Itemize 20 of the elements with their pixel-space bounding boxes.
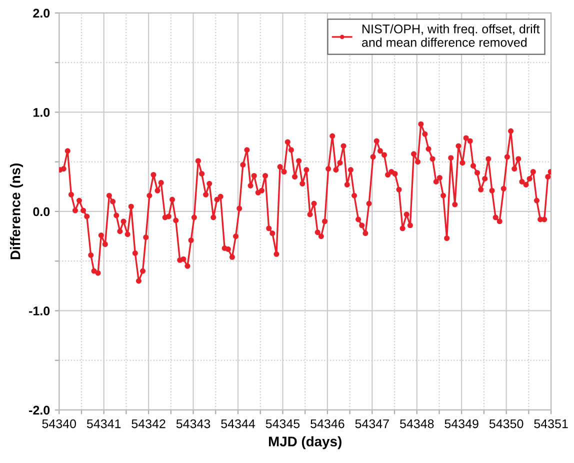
x-tick-label: 54343 (176, 419, 210, 428)
x-tick-label: 54350 (489, 419, 524, 428)
x-tick-label: 54344 (221, 419, 256, 428)
y-tick-label: 1.0 (34, 108, 50, 117)
x-tick-label: 54340 (42, 419, 76, 428)
legend-label: NIST/OPH, with freq. offset, drift and mean difference removed (362, 24, 540, 47)
x-tick-label: 54348 (400, 419, 434, 428)
x-tick-label: 54347 (355, 419, 389, 428)
x-tick-label: 54342 (132, 419, 166, 428)
y-tick-label: -2.0 (29, 406, 50, 415)
y-tick-label: -1.0 (29, 306, 50, 316)
x-axis-title: MJD (days) (268, 436, 342, 450)
x-tick-label: 54349 (444, 419, 478, 428)
y-tick-label: 2.0 (33, 8, 50, 18)
x-tick-label: 54341 (86, 419, 121, 428)
y-axis-title: Difference (ns) (10, 164, 23, 260)
x-tick-label: 54351 (534, 419, 568, 428)
x-tick-label: 54346 (310, 419, 344, 428)
y-tick-label: 0.0 (33, 207, 50, 216)
x-tick-label: 54345 (266, 419, 300, 428)
